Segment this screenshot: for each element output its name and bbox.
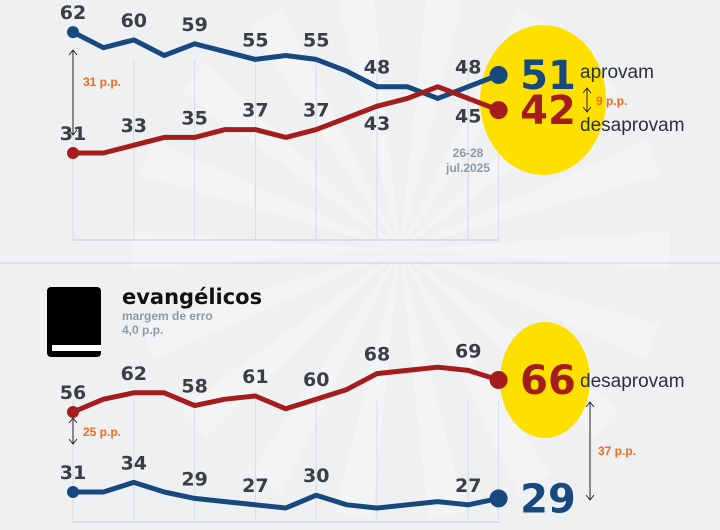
gap-label: 9 p.p. (596, 94, 627, 108)
end-point (489, 101, 508, 120)
end-point (489, 371, 508, 389)
margin-label: margem de erro (122, 309, 213, 323)
sunburst-ray (400, 231, 670, 269)
sunburst-ray (337, 0, 400, 250)
date-label: 26-28 (453, 146, 484, 160)
sunburst-ray (248, 250, 400, 493)
start-point (67, 26, 79, 39)
sunburst-ray (400, 140, 660, 250)
book-icon-pages (52, 345, 101, 351)
book-icon (47, 287, 101, 357)
arrow-head (582, 87, 592, 113)
data-label: 30 (303, 465, 329, 487)
data-label: 29 (181, 468, 207, 490)
final-label: desaprovam (580, 371, 685, 392)
margin-value: 4,0 p.p. (122, 323, 164, 337)
data-label: 60 (121, 10, 147, 32)
data-label: 61 (242, 366, 268, 388)
series-line-aprovam (73, 479, 500, 511)
data-label: 60 (303, 369, 329, 391)
data-label: 37 (303, 100, 329, 122)
series-line-aprovam (71, 29, 500, 101)
final-value: 51 (520, 53, 576, 99)
sunburst-ray (140, 250, 401, 360)
data-label: 55 (303, 29, 329, 51)
end-point (489, 489, 508, 508)
sunburst-ray (400, 0, 463, 250)
gap-label: 25 p.p. (83, 425, 121, 439)
data-label: 27 (242, 475, 268, 497)
gap-label: 31 p.p. (83, 75, 121, 89)
arrow-head (68, 49, 78, 136)
highlight-circle (500, 322, 590, 438)
sunburst-ray (400, 250, 466, 519)
data-label: 59 (181, 14, 207, 36)
start-point (67, 406, 79, 418)
data-label: 33 (121, 115, 147, 137)
section-divider (0, 262, 720, 264)
data-label: 27 (455, 475, 481, 497)
data-label: 45 (455, 105, 481, 127)
end-point (489, 66, 508, 84)
section-header: evangélicos margem de erro 4,0 p.p. (122, 285, 262, 337)
data-label: 31 (60, 462, 86, 484)
series-line-desaprovam (72, 364, 500, 415)
data-label: 35 (181, 107, 207, 129)
final-value: 42 (520, 88, 576, 134)
data-label: 62 (121, 363, 147, 385)
highlight-circle (480, 25, 606, 175)
start-point (67, 486, 79, 498)
data-label: 48 (455, 57, 481, 79)
start-point (67, 147, 79, 159)
data-label: 56 (60, 382, 86, 404)
arrow-head (585, 401, 595, 501)
data-label: 62 (60, 2, 86, 24)
sunburst-ray (140, 140, 401, 250)
sunburst-ray (334, 250, 400, 519)
final-value: 66 (520, 358, 576, 404)
data-label: 43 (364, 113, 390, 135)
gap-label: 37 p.p. (598, 444, 636, 458)
final-label: aprovam (580, 62, 654, 83)
arrow-head (68, 417, 78, 445)
data-label: 55 (242, 29, 268, 51)
data-label: 48 (364, 57, 390, 79)
data-label: 34 (121, 452, 147, 474)
data-label: 58 (181, 376, 207, 398)
sunburst-ray (400, 250, 660, 360)
sunburst-ray (181, 62, 400, 250)
data-label: 69 (455, 340, 481, 362)
series-line-desaprovam (73, 84, 500, 156)
data-label: 68 (364, 344, 390, 366)
section-title: evangélicos (122, 285, 263, 309)
data-label: 37 (242, 100, 268, 122)
final-value: 29 (520, 476, 576, 522)
final-label: desaprovam (580, 115, 685, 136)
sunburst-ray (181, 250, 400, 438)
date-label: jul.2025 (445, 161, 490, 175)
